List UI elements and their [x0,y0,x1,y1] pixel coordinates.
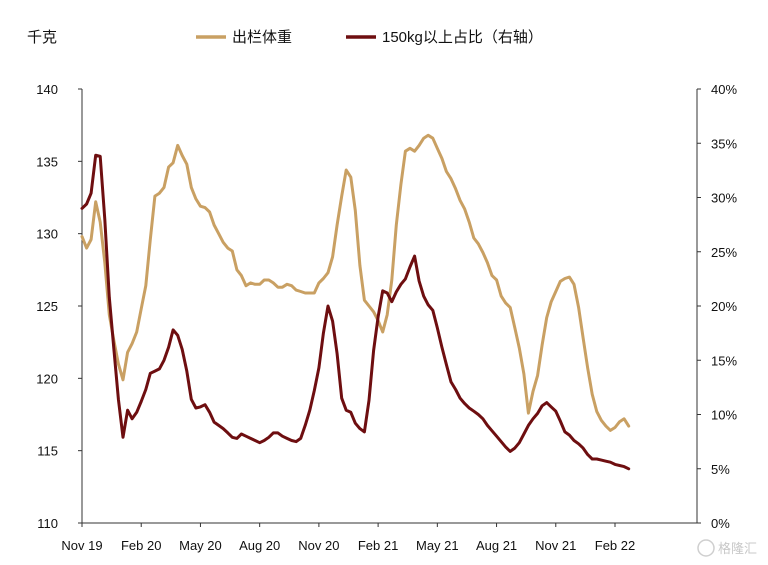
right-tick-label: 5% [711,462,730,477]
right-tick-label: 25% [711,245,737,260]
legend-label-share: 150kg以上占比（右轴） [382,29,543,46]
left-tick-label: 110 [37,516,58,531]
x-tick-label: Aug 20 [239,538,280,553]
x-tick-label: Aug 21 [476,538,517,553]
legend: 出栏体重 150kg以上占比（右轴） [196,29,543,46]
right-tick-label: 35% [711,136,737,151]
watermark: 格隆汇 [697,539,757,557]
x-tick-label: Nov 19 [61,538,102,553]
series-layer [80,133,631,471]
x-tick-label: Nov 21 [535,538,576,553]
left-tick-label: 135 [36,154,58,169]
left-axis-ticks: 110 115 120 125 130 135 140 [36,82,82,531]
left-tick-label: 120 [36,371,58,386]
x-tick-label: Nov 20 [298,538,339,553]
x-tick-label: Feb 20 [121,538,161,553]
right-tick-label: 15% [711,353,737,368]
x-tick-label: May 21 [416,538,459,553]
right-tick-label: 40% [711,82,737,97]
left-tick-label: 115 [37,444,58,459]
x-axis-ticks: Nov 19 Feb 20 May 20 Aug 20 Nov 20 Feb 21 May … [61,523,635,553]
x-tick-label: Feb 22 [595,538,635,553]
watermark-text: 格隆汇 [718,541,757,556]
right-tick-label: 0% [711,516,730,531]
left-tick-label: 140 [36,82,58,97]
left-tick-label: 130 [36,227,58,242]
right-axis-ticks: 0% 5% 10% 15% 20% 25% 30% 35% 40% [697,82,737,531]
x-tick-label: Feb 21 [358,538,398,553]
left-tick-label: 125 [36,299,58,314]
left-axis-unit: 千克 [27,29,57,46]
right-tick-label: 30% [711,191,737,206]
legend-label-weight: 出栏体重 [232,29,292,46]
watermark-logo-icon [697,539,715,557]
series-line-weight [80,133,631,432]
x-tick-label: May 20 [179,538,222,553]
right-tick-label: 10% [711,408,737,423]
series-line-share [80,153,631,471]
right-tick-label: 20% [711,299,737,314]
